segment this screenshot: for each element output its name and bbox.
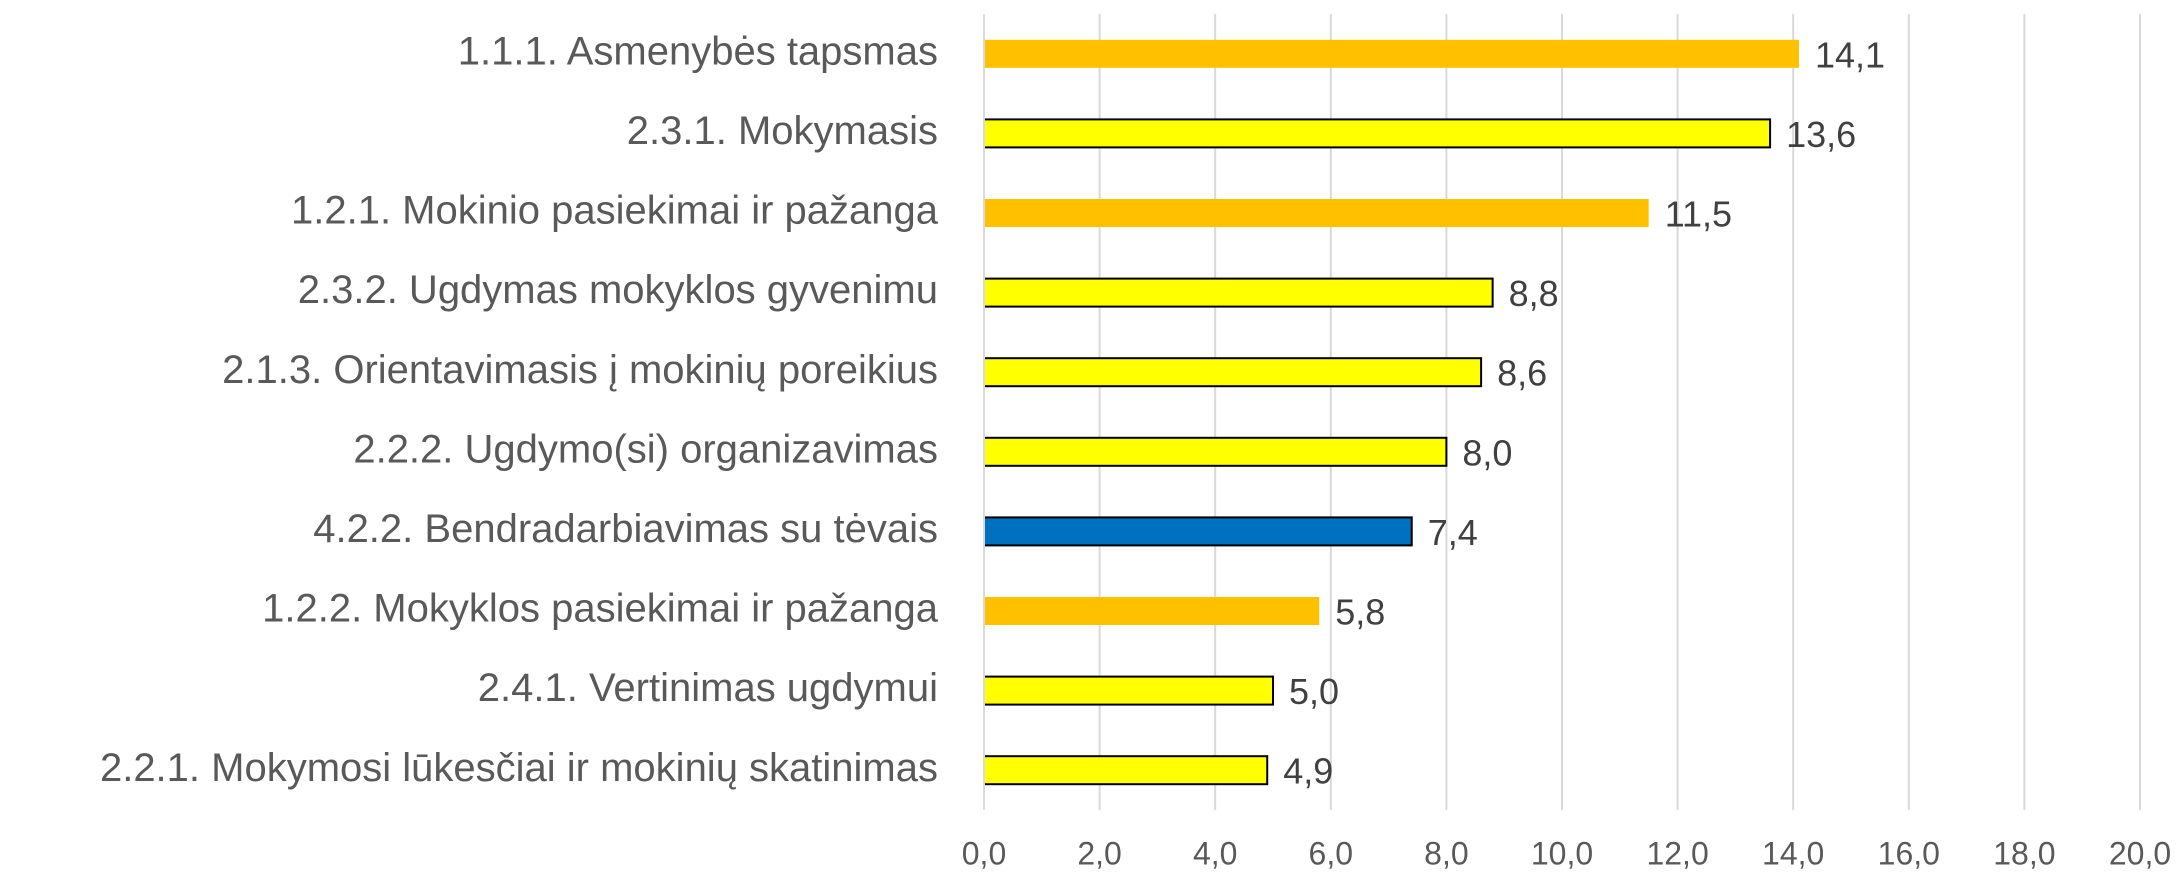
y-tick-label: 2.2.1. Mokymosi lūkesčiai ir mokinių ska… [100, 746, 938, 790]
data-label: 7,4 [1428, 512, 1478, 553]
bar [983, 755, 1269, 786]
x-tick-label: 20,0 [2109, 835, 2171, 871]
bar [984, 199, 1649, 227]
data-label: 5,8 [1335, 592, 1385, 633]
bar [983, 675, 1274, 706]
x-tick-label: 10,0 [1531, 835, 1593, 871]
bar [984, 597, 1320, 625]
bar [984, 39, 1799, 68]
x-tick-label: 8,0 [1424, 835, 1468, 871]
x-tick-label: 18,0 [1993, 835, 2055, 871]
x-tick-label: 0,0 [962, 835, 1006, 871]
bar [983, 277, 1494, 308]
x-tick-label: 12,0 [1646, 835, 1708, 871]
bar [983, 516, 1413, 547]
x-tick-label: 6,0 [1309, 835, 1353, 871]
data-label: 11,5 [1665, 194, 1732, 235]
y-tick-label: 4.2.2. Bendradarbiavimas su tėvais [313, 507, 938, 551]
data-label: 4,9 [1283, 751, 1333, 792]
y-tick-label: 2.2.2. Ugdymo(si) organizavimas [353, 427, 938, 471]
y-tick-label: 2.3.2. Ugdymas mokyklos gyvenimu [298, 268, 938, 312]
bar [983, 357, 1483, 388]
data-label: 5,0 [1289, 671, 1339, 712]
x-tick-label: 14,0 [1762, 835, 1824, 871]
data-label: 8,8 [1509, 273, 1559, 314]
bar [983, 118, 1772, 149]
x-tick-label: 16,0 [1878, 835, 1940, 871]
data-label: 13,6 [1786, 114, 1856, 155]
y-tick-label: 2.1.3. Orientavimasis į mokinių poreikiu… [222, 348, 938, 392]
bar [983, 436, 1448, 467]
data-label: 8,6 [1497, 353, 1547, 394]
y-tick-label: 2.3.1. Mokymasis [627, 109, 938, 153]
x-tick-label: 4,0 [1193, 835, 1237, 871]
y-tick-label: 1.2.1. Mokinio pasiekimai ir pažanga [291, 189, 939, 233]
y-tick-label: 1.1.1. Asmenybės tapsmas [458, 29, 938, 73]
x-tick-label: 2,0 [1077, 835, 1121, 871]
data-label: 14,1 [1815, 34, 1885, 75]
y-tick-label: 2.4.1. Vertinimas ugdymui [478, 666, 938, 710]
y-tick-label: 1.2.2. Mokyklos pasiekimai ir pažanga [262, 587, 939, 631]
data-label: 8,0 [1462, 432, 1512, 473]
